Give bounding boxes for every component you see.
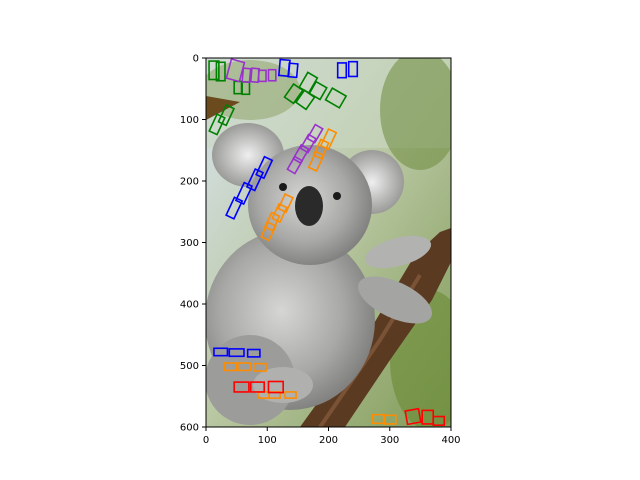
orange-box (223, 362, 238, 372)
red-box (233, 381, 250, 393)
blue-box (287, 62, 299, 79)
orange-box (382, 414, 397, 425)
orange-box (271, 202, 288, 224)
orange-box (307, 150, 325, 172)
koala-photo (206, 58, 451, 427)
blue-box (347, 60, 359, 78)
purple-box (299, 133, 318, 154)
orange-box (263, 211, 281, 232)
purple-box (306, 123, 324, 144)
green-box (217, 103, 236, 127)
green-box (308, 80, 328, 101)
y-tick-label: 500 (180, 361, 199, 372)
bounding-boxes (208, 58, 446, 426)
green-box (215, 61, 226, 82)
y-tick-label: 0 (193, 54, 199, 65)
purple-box (286, 155, 304, 175)
y-tick-label: 300 (180, 238, 199, 249)
blue-box (228, 348, 245, 358)
orange-box (319, 127, 338, 151)
blue-box (255, 155, 274, 180)
orange-box (237, 362, 251, 372)
y-tick-label: 600 (180, 423, 199, 434)
purple-box (225, 58, 246, 83)
x-tick-label: 400 (441, 435, 460, 446)
orange-box (277, 193, 294, 214)
blue-box (246, 348, 261, 358)
red-box (432, 415, 446, 426)
x-tick-label: 200 (319, 435, 338, 446)
red-box (404, 407, 422, 426)
x-tick-label: 100 (258, 435, 277, 446)
green-box (208, 60, 220, 81)
x-tick-label: 300 (380, 435, 399, 446)
purple-box (292, 143, 310, 165)
blue-box (225, 196, 244, 220)
orange-box (260, 221, 277, 242)
green-box (283, 82, 304, 105)
red-box (267, 380, 284, 394)
blue-box (336, 62, 348, 79)
blue-box (213, 347, 229, 357)
green-box (324, 87, 348, 109)
y-tick-label: 200 (180, 177, 199, 188)
y-tick-label: 100 (180, 115, 199, 126)
orange-box (284, 391, 297, 399)
purple-box (241, 67, 252, 84)
orange-box (371, 413, 386, 425)
red-box (249, 381, 265, 393)
green-box (294, 89, 316, 111)
purple-box (257, 69, 267, 83)
purple-box (267, 68, 277, 82)
orange-box (312, 138, 330, 160)
axis-ticks: 0 100 200 300 400 0 100 200 300 400 500 600 (180, 54, 461, 447)
x-tick-label: 0 (203, 435, 209, 446)
y-tick-label: 400 (180, 300, 199, 311)
blue-box (234, 181, 254, 206)
orange-box (252, 362, 267, 372)
